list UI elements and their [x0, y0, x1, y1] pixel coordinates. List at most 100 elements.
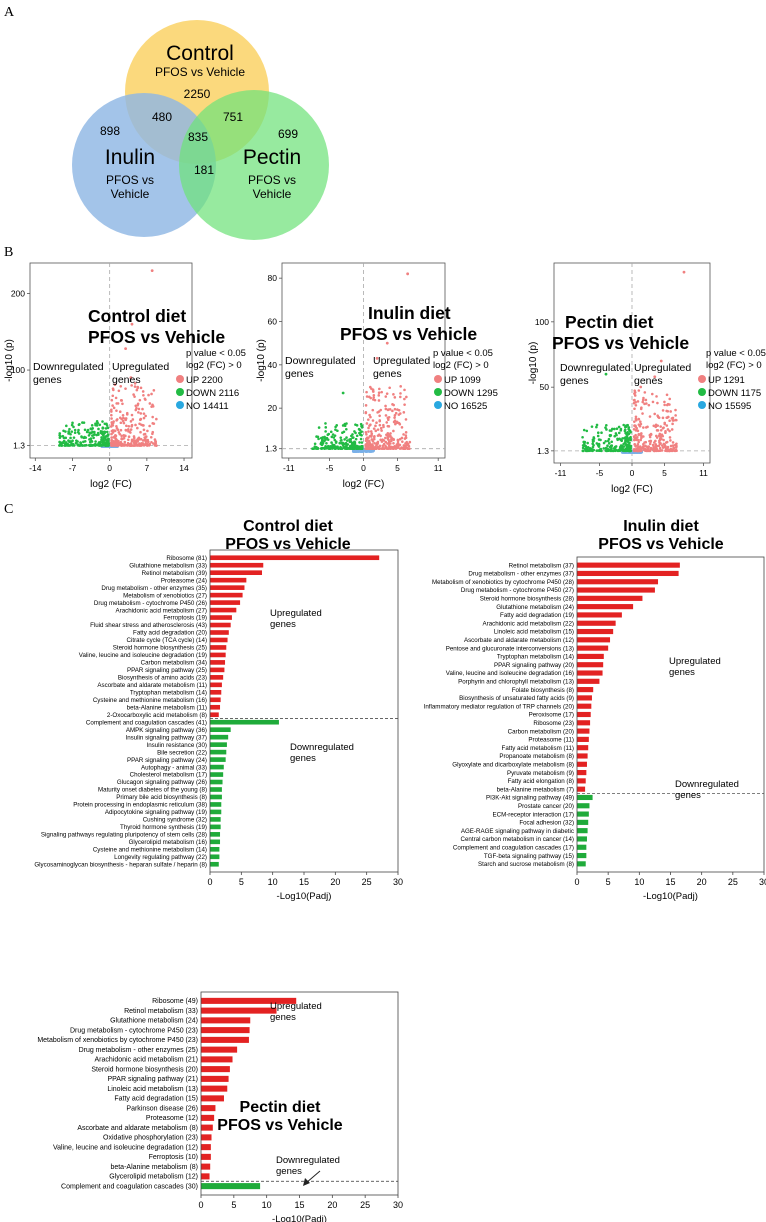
bar-xtick-label: 20	[327, 1200, 337, 1210]
bar-up-label-2: genes	[669, 667, 695, 678]
volcano-point-up	[675, 418, 678, 422]
volcano-ytick-label: 60	[268, 317, 278, 327]
volcano-point-down	[585, 429, 589, 433]
volcano-point-up	[146, 429, 149, 433]
volcano-point-down	[59, 441, 63, 445]
volcano-point-up	[155, 417, 158, 421]
pathway-bar-up	[577, 770, 587, 776]
volcano-ytick-label: 1.3	[265, 444, 277, 454]
volcano-point-down	[581, 435, 584, 439]
pathway-bar-down	[577, 852, 587, 859]
venn-label-control: Control	[166, 42, 234, 65]
venn-count-pectin-only: 699	[278, 127, 298, 141]
pathway-label: Ascorbate and aldarate metabolism (8)	[77, 1125, 198, 1132]
volcano-point-up	[403, 403, 406, 406]
volcano-point-up	[110, 417, 113, 420]
volcano-point-up	[399, 395, 402, 399]
pathway-label: Biosynthesis of unsaturated fatty acids …	[459, 695, 574, 702]
pathway-bar-up	[210, 697, 221, 703]
volcano-point-down	[595, 449, 598, 452]
volcano-up-label-2: genes	[373, 368, 402, 380]
volcano-point-up	[400, 426, 404, 429]
pathway-label: Ribosome (81)	[166, 555, 207, 562]
volcano-point-down	[622, 445, 626, 448]
pathway-label: Parkinson disease (26)	[126, 1105, 198, 1112]
bar-xtick-label: 25	[728, 877, 738, 887]
venn-sub-inulin-1: PFOS vs	[106, 173, 154, 187]
volcano-point-up	[145, 435, 148, 438]
volcano-point-down	[62, 441, 65, 444]
volcano-ylabel: -log10 (p)	[4, 339, 15, 382]
volcano-point-down	[334, 441, 338, 444]
volcano-point-outlier	[124, 347, 128, 351]
volcano-point-up	[668, 419, 671, 423]
volcano-point-up	[380, 440, 384, 443]
pathway-bar-up	[201, 1066, 230, 1073]
bar-xlabel: -Log10(Padj)	[277, 891, 332, 902]
volcano-point-up	[398, 422, 402, 426]
volcano-point-up	[137, 411, 140, 414]
volcano-point-outlier	[682, 270, 686, 274]
volcano-point-up	[647, 445, 651, 448]
volcano-point-down	[345, 439, 349, 442]
volcano-point-up	[675, 442, 678, 446]
pathway-bar-down	[210, 764, 224, 770]
pathway-label: Ascorbate and aldarate metabolism (11)	[97, 682, 207, 689]
volcano-legend-label: UP 1291	[708, 375, 745, 386]
volcano-point-down	[341, 424, 345, 427]
volcano-point-up	[665, 424, 669, 427]
pathway-label: Fatty acid degradation (19)	[500, 612, 574, 619]
volcano-plot-1: -14 -7 0 7 14 1.3 100 200 log2 (FC) -log10 (p) Con…	[4, 262, 246, 490]
volcano-point-down	[77, 428, 80, 432]
volcano-point-down	[590, 425, 594, 428]
volcano-point-down	[344, 441, 348, 445]
volcano-xlabel: log2 (FC)	[90, 479, 132, 490]
volcano-point-up	[141, 390, 145, 393]
volcano-point-ns	[363, 449, 367, 453]
volcano-point-outlier	[406, 272, 410, 276]
volcano-point-down	[591, 442, 595, 446]
volcano-legend-dot	[176, 401, 184, 409]
volcano-point-up	[658, 439, 661, 443]
volcano-point-down	[617, 431, 621, 435]
volcano-point-down	[616, 449, 620, 452]
volcano-points	[58, 269, 158, 448]
volcano-point-down	[360, 426, 364, 429]
volcano-point-down	[78, 422, 81, 426]
volcano-point-down	[89, 443, 93, 447]
volcano-point-up	[367, 395, 371, 399]
volcano-point-up	[669, 439, 672, 442]
bar-xtick-label: 5	[231, 1200, 236, 1210]
volcano-point-up	[633, 424, 636, 427]
volcano-point-up	[129, 420, 133, 423]
pathway-label: Glycerolipid metabolism (16)	[129, 839, 207, 846]
pathway-label: AGE-RAGE signaling pathway in diabetic	[461, 828, 574, 835]
volcano-point-up	[377, 394, 381, 397]
volcano-point-up	[402, 411, 406, 414]
bar-xtick-label: 30	[393, 877, 403, 887]
volcano-point-up	[656, 401, 659, 405]
volcano-point-up	[380, 390, 383, 394]
pathway-bar-up	[210, 652, 226, 658]
volcano-point-up	[116, 444, 120, 447]
volcano-point-up	[136, 440, 139, 443]
volcano-point-down	[345, 427, 348, 431]
volcano-legend-label: DOWN 1175	[708, 388, 761, 399]
volcano-point-outlier	[129, 376, 133, 380]
volcano-point-up	[403, 447, 407, 450]
volcano-point-up	[654, 434, 658, 438]
volcano-point-up	[120, 399, 124, 402]
volcano-point-up	[405, 395, 408, 399]
volcano-point-down	[315, 435, 318, 438]
volcano-xtick-label: 5	[395, 463, 400, 473]
pathway-bar-down	[577, 803, 590, 809]
volcano-point-up	[662, 438, 665, 442]
volcano-point-down	[317, 426, 321, 429]
volcano-point-up	[636, 449, 640, 453]
volcano-point-up	[132, 444, 135, 447]
volcano-point-down	[605, 449, 608, 453]
pathway-bar-down	[577, 861, 586, 867]
volcano-point-down	[339, 439, 343, 442]
pathway-bar-down	[210, 719, 279, 725]
volcano-up-label-2: genes	[112, 374, 141, 386]
